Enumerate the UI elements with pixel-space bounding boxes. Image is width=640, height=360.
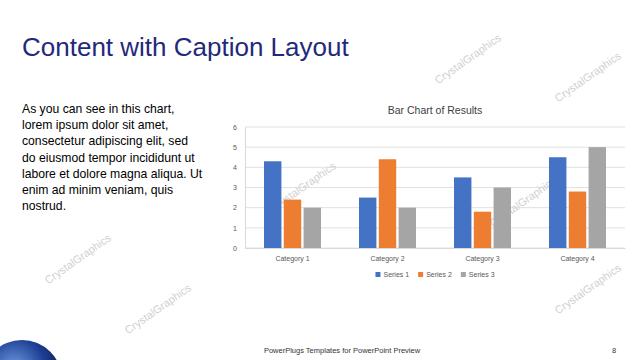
grid-line bbox=[245, 147, 625, 148]
grid-line bbox=[245, 167, 625, 168]
footer: PowerPlugs Templates for PowerPoint Prev… bbox=[264, 346, 421, 355]
caption: As you can see in this chart, lorem ipsum… bbox=[22, 102, 203, 213]
bar bbox=[494, 188, 511, 249]
chart: Bar Chart of Results0123456Category 1Cat… bbox=[233, 104, 625, 278]
chart-title: Bar Chart of Results bbox=[388, 104, 483, 116]
caption-line: do eiusmod tempor incididunt ut bbox=[22, 151, 195, 165]
x-tick: Category 2 bbox=[370, 248, 404, 263]
grid-line bbox=[245, 187, 625, 188]
grid bbox=[245, 127, 625, 248]
legend-label: Series 1 bbox=[383, 271, 409, 278]
y-tick-label: 6 bbox=[233, 124, 237, 131]
y-tick: 2 bbox=[233, 204, 245, 211]
caption-line: nostrud. bbox=[22, 199, 66, 213]
caption-line: lorem ipsum dolor sit amet, bbox=[22, 118, 168, 132]
y-tick: 6 bbox=[233, 124, 245, 131]
x-tick-label: Category 1 bbox=[275, 255, 309, 263]
watermark: CrystalGraphics bbox=[42, 231, 113, 286]
bar bbox=[549, 157, 566, 248]
x-tick-label: Category 4 bbox=[560, 255, 594, 263]
y-axis: 0 1 2 3 4 5 6 bbox=[233, 124, 245, 252]
legend-swatch bbox=[418, 272, 423, 277]
grid-line bbox=[245, 207, 625, 208]
legend-label: Series 2 bbox=[426, 271, 452, 278]
x-axis: Category 1 Category 2 Category 3 Category 4 bbox=[246, 248, 626, 263]
caption-line: labore et dolore magna aliqua. Ut bbox=[22, 167, 203, 181]
caption-line: As you can see in this chart, bbox=[22, 102, 174, 116]
x-tick: Category 1 bbox=[275, 248, 309, 263]
y-tick-label: 0 bbox=[233, 245, 237, 252]
y-tick: 5 bbox=[233, 144, 245, 151]
bar bbox=[284, 200, 301, 248]
slide: CrystalGraphicsCrystalGraphicsCrystalGra… bbox=[0, 0, 640, 360]
x-tick: Category 3 bbox=[465, 248, 499, 263]
bar bbox=[359, 198, 376, 248]
grid-line bbox=[245, 248, 625, 249]
legend-item: Series 1 bbox=[375, 271, 409, 278]
y-tick: 0 bbox=[233, 245, 245, 252]
legend-item: Series 2 bbox=[418, 271, 452, 278]
watermark: CrystalGraphics bbox=[432, 31, 503, 86]
y-tick-label: 3 bbox=[233, 184, 237, 191]
globe bbox=[0, 340, 62, 360]
x-tick: Category 4 bbox=[560, 248, 594, 263]
page-number: 8 bbox=[612, 346, 616, 355]
background bbox=[0, 0, 640, 360]
slide-title: Content with Caption Layout bbox=[22, 32, 349, 62]
bar bbox=[454, 177, 471, 248]
bar bbox=[264, 161, 281, 248]
grid-line bbox=[245, 227, 625, 228]
y-tick-label: 2 bbox=[233, 204, 237, 211]
y-tick: 3 bbox=[233, 184, 245, 191]
watermark: CrystalGraphics bbox=[122, 281, 193, 336]
watermark: CrystalGraphics bbox=[552, 261, 623, 316]
x-axis-line bbox=[246, 248, 626, 249]
y-tick-label: 4 bbox=[233, 164, 237, 171]
legend-swatch bbox=[461, 272, 466, 277]
bars bbox=[264, 147, 606, 248]
caption-line: enim ad minim veniam, quis bbox=[22, 183, 173, 197]
legend-label: Series 3 bbox=[469, 271, 495, 278]
legend-swatch bbox=[375, 272, 380, 277]
bar bbox=[304, 208, 321, 248]
bar bbox=[379, 159, 396, 248]
bar bbox=[569, 192, 586, 248]
legend-item: Series 3 bbox=[461, 271, 495, 278]
bar bbox=[399, 208, 416, 248]
x-tick-label: Category 2 bbox=[370, 255, 404, 263]
y-tick-label: 5 bbox=[233, 144, 237, 151]
legend: Series 1 Series 2 Series 3 bbox=[375, 271, 494, 278]
caption-line: consectetur adipiscing elit, sed bbox=[22, 134, 188, 148]
grid-line bbox=[245, 127, 625, 128]
y-tick: 1 bbox=[233, 225, 245, 232]
y-tick: 4 bbox=[233, 164, 245, 171]
y-axis-line bbox=[245, 128, 246, 249]
watermark: CrystalGraphics bbox=[552, 49, 623, 104]
x-tick-label: Category 3 bbox=[465, 255, 499, 263]
y-tick-label: 1 bbox=[233, 225, 237, 232]
bar bbox=[589, 147, 606, 248]
bar bbox=[474, 212, 491, 248]
